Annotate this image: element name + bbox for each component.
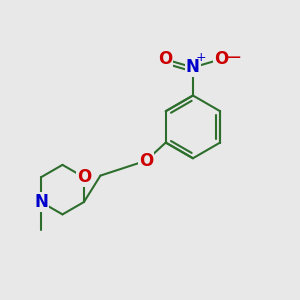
- Text: O: O: [139, 152, 153, 170]
- Text: −: −: [226, 48, 242, 67]
- Text: O: O: [77, 168, 91, 186]
- Text: O: O: [214, 50, 228, 68]
- Text: +: +: [196, 51, 206, 64]
- Text: O: O: [158, 50, 172, 68]
- Text: N: N: [34, 193, 48, 211]
- Text: N: N: [186, 58, 200, 76]
